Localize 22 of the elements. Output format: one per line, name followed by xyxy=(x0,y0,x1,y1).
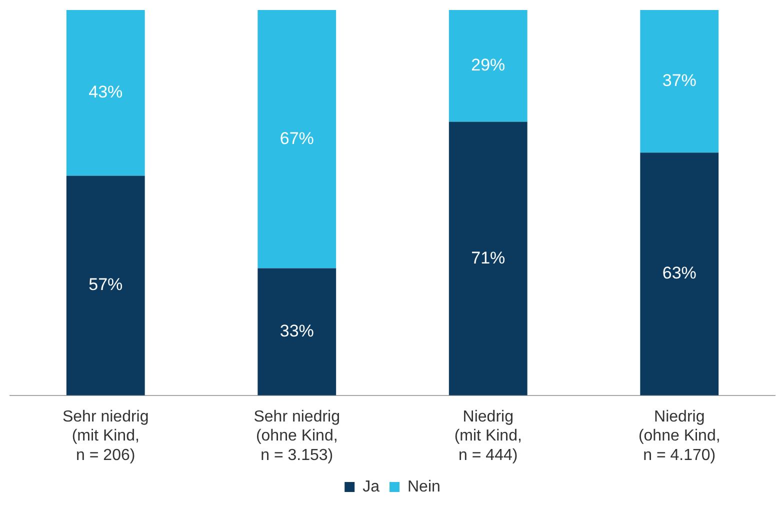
bar xyxy=(448,122,528,396)
bar xyxy=(66,176,145,396)
bar xyxy=(66,10,145,176)
bar xyxy=(258,268,336,396)
data-label: 71% xyxy=(471,248,506,268)
data-label: 33% xyxy=(280,321,314,340)
x-tick-label: Sehr niedrig (mit Kind, n = 206) xyxy=(62,408,149,464)
data-label: 57% xyxy=(88,275,123,294)
data-label: 29% xyxy=(471,56,506,75)
bar xyxy=(640,10,719,153)
bar xyxy=(448,10,528,122)
data-label: 63% xyxy=(662,264,696,283)
data-label: 67% xyxy=(280,128,314,148)
x-tick-label: Sehr niedrig (ohne Kind, n = 3.153) xyxy=(254,408,340,464)
bar xyxy=(258,10,336,268)
data-label: 37% xyxy=(662,70,696,90)
x-tick-label: Niedrig (ohne Kind, n = 4.170) xyxy=(638,408,720,464)
data-label: 43% xyxy=(88,82,123,102)
legend-label: Nein xyxy=(407,478,440,496)
bar xyxy=(640,152,719,396)
legend-label: Ja xyxy=(362,478,380,496)
x-tick-label: Niedrig (mit Kind, n = 444) xyxy=(454,408,522,464)
